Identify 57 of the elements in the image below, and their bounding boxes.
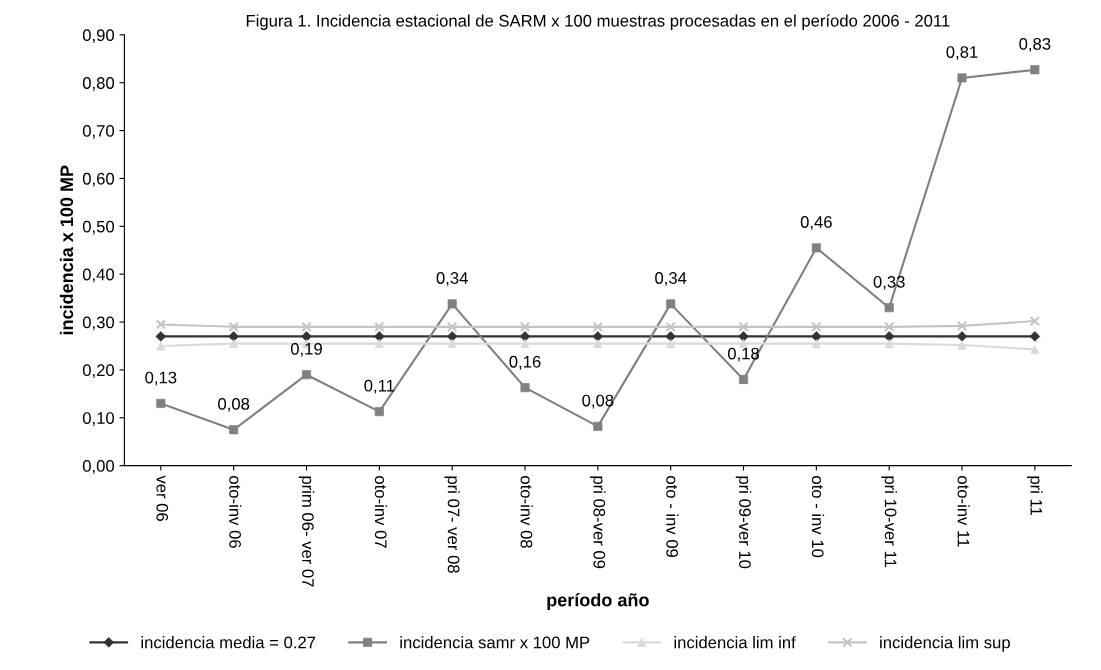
data-label: 0,18 xyxy=(727,347,760,362)
x-tick-label: ver 06 xyxy=(156,475,169,521)
point xyxy=(665,321,676,333)
y-tick-label: 0,90 xyxy=(82,29,115,44)
data-label: 0,08 xyxy=(218,397,250,412)
legend-label: incidencia media = 0.27 xyxy=(141,636,316,649)
data-label: 0,16 xyxy=(509,355,541,370)
y-axis-title: incidencia x 100 MP xyxy=(59,165,74,335)
data-label: 0,11 xyxy=(364,379,395,394)
legend-label: incidencia samr x 100 MP xyxy=(400,636,590,649)
data-label: 0,81 xyxy=(946,46,978,60)
legend-label: incidencia lim sup xyxy=(880,636,1010,652)
x-axis-title: período año xyxy=(547,593,649,610)
data-label: 0,19 xyxy=(290,342,322,357)
point xyxy=(301,321,312,333)
x-tick-label: pri 08-ver 09 xyxy=(590,476,606,569)
x-tick-label: pri 10-ver 11 xyxy=(881,476,897,567)
data-label: 0,13 xyxy=(145,371,177,386)
y-tick-label: 0,20 xyxy=(82,364,115,379)
x-tick-label: pri 09-ver 10 xyxy=(735,476,752,569)
y-tick-label: 0,80 xyxy=(82,77,115,91)
point xyxy=(228,321,239,333)
point xyxy=(446,321,458,333)
chart-title: Figura 1. Incidencia estacional de SARM x 100 muestras procesadas en el período 2006 - 2011 xyxy=(246,14,950,30)
point xyxy=(519,321,531,333)
y-tick-label: 0,50 xyxy=(82,220,115,235)
data-label: 0,08 xyxy=(582,394,614,409)
x-tick-label: oto-inv 07 xyxy=(374,476,388,548)
point xyxy=(155,319,167,330)
point xyxy=(374,321,385,333)
x-tick-label: pri 07- ver 08 xyxy=(444,476,460,573)
x-tick-label: oto - inv 09 xyxy=(666,476,679,558)
y-tick-label: 0,40 xyxy=(82,268,115,283)
point xyxy=(1029,315,1041,327)
legend-label: incidencia lim inf xyxy=(674,636,796,649)
x-tick-label: prim 06- ver 07 xyxy=(298,476,315,587)
point xyxy=(738,321,749,333)
y-tick-label: 0,30 xyxy=(82,316,115,331)
x-tick-label: oto - inv 10 xyxy=(811,476,825,558)
y-tick-label: 0,60 xyxy=(82,172,115,187)
x-tick-label: oto-inv 11 xyxy=(957,476,970,547)
y-tick-label: 0,70 xyxy=(82,124,115,139)
point xyxy=(592,321,604,333)
data-label: 0,33 xyxy=(873,275,905,290)
point xyxy=(811,321,822,333)
x-tick-label: oto-inv 08 xyxy=(520,476,533,548)
point xyxy=(520,339,530,349)
y-tick-label: 0,10 xyxy=(82,412,115,426)
point xyxy=(883,321,895,333)
data-label: 0,46 xyxy=(800,216,832,230)
x-tick-label: oto-inv 06 xyxy=(229,476,242,548)
data-label: 0,34 xyxy=(655,272,687,286)
x-tick-label: pri 11 xyxy=(1027,476,1043,516)
data-label: 0,34 xyxy=(436,272,468,286)
data-label: 0,83 xyxy=(1019,38,1051,52)
y-tick-label: 0,00 xyxy=(82,460,115,474)
point xyxy=(956,320,968,332)
